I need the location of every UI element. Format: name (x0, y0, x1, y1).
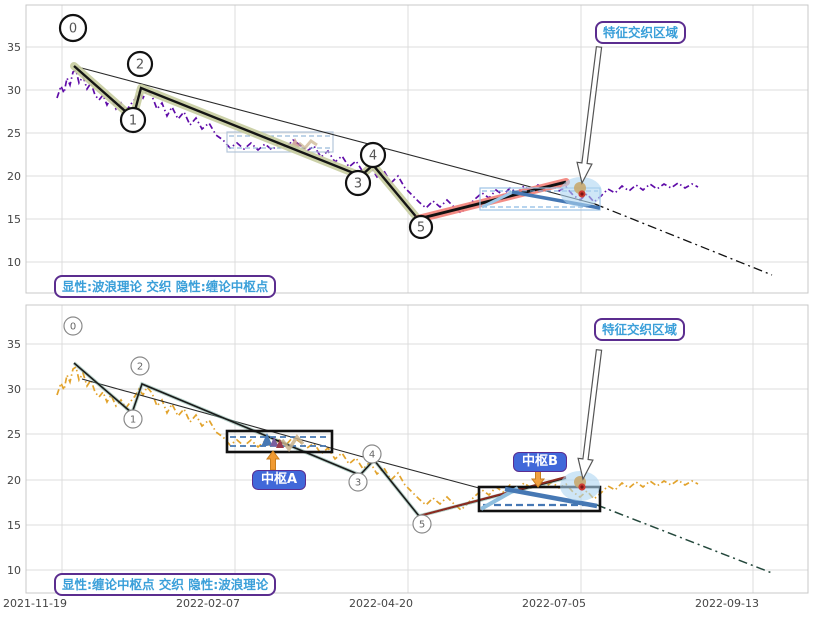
svg-text:0: 0 (70, 322, 76, 333)
svg-text:5: 5 (419, 520, 425, 531)
pivot-b-label: 中枢B (513, 452, 567, 472)
svg-text:3: 3 (355, 478, 361, 489)
svg-text:10: 10 (7, 256, 21, 269)
svg-text:20: 20 (7, 474, 21, 487)
svg-text:1: 1 (129, 114, 137, 129)
caption-bottom-panel: 显性:缠论中枢点 交织 隐性:波浪理论 (54, 573, 277, 596)
svg-text:5: 5 (417, 221, 425, 236)
svg-text:15: 15 (7, 519, 21, 532)
feature-zone-label-top: 特征交织区域 (595, 21, 687, 44)
svg-text:35: 35 (7, 41, 21, 54)
svg-text:2022-07-05: 2022-07-05 (522, 597, 586, 610)
svg-text:3: 3 (354, 177, 362, 192)
svg-text:20: 20 (7, 170, 21, 183)
svg-text:2022-09-13: 2022-09-13 (695, 597, 759, 610)
svg-text:2021-11-19: 2021-11-19 (3, 597, 67, 610)
svg-text:2: 2 (136, 58, 144, 73)
svg-text:30: 30 (7, 84, 21, 97)
svg-text:25: 25 (7, 127, 21, 140)
svg-text:30: 30 (7, 383, 21, 396)
svg-text:10: 10 (7, 564, 21, 577)
svg-text:35: 35 (7, 338, 21, 351)
feature-zone-label-bottom: 特征交织区域 (594, 318, 686, 341)
svg-text:15: 15 (7, 213, 21, 226)
caption-top-panel: 显性:波浪理论 交织 隐性:缠论中枢点 (54, 275, 277, 298)
svg-text:1: 1 (130, 415, 136, 426)
svg-text:2: 2 (137, 362, 143, 373)
svg-text:25: 25 (7, 428, 21, 441)
svg-text:4: 4 (369, 450, 375, 461)
svg-text:4: 4 (369, 149, 377, 164)
svg-text:2022-04-20: 2022-04-20 (349, 597, 413, 610)
svg-text:0: 0 (69, 22, 77, 37)
svg-text:2022-02-07: 2022-02-07 (176, 597, 240, 610)
pivot-a-label: 中枢A (252, 470, 307, 490)
